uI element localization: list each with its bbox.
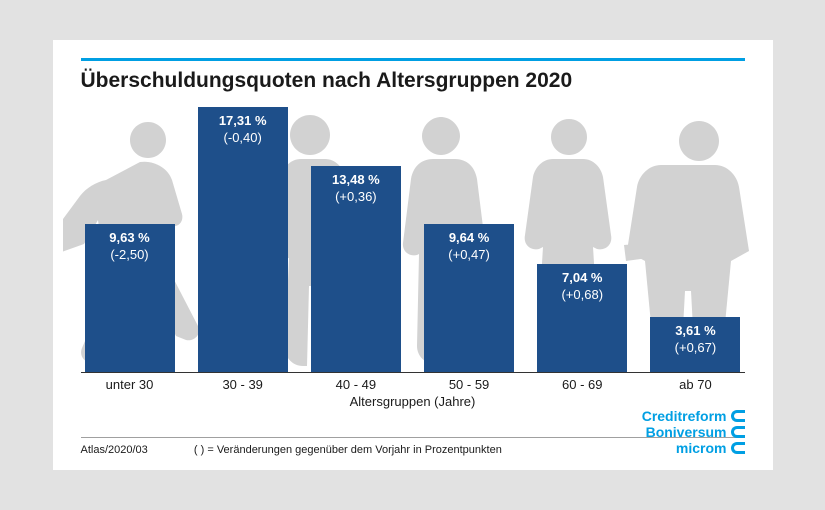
bar-group-0: 9,63 % (-2,50) (85, 224, 175, 372)
bar-1: 17,31 % (-0,40) (198, 107, 288, 372)
bar-label-5: 3,61 % (+0,67) (675, 323, 717, 357)
bar-delta-1: (-0,40) (219, 130, 267, 147)
bar-delta-0: (-2,50) (109, 247, 149, 264)
bar-group-3: 9,64 % (+0,47) (424, 224, 514, 372)
top-accent-line (81, 58, 745, 61)
source-text: Atlas/2020/03 (81, 444, 148, 456)
logo-c-icon (731, 426, 745, 438)
bar-label-4: 7,04 % (+0,68) (561, 270, 603, 304)
bar-group-4: 7,04 % (+0,68) (537, 264, 627, 372)
logo-c-icon (731, 410, 745, 422)
footer-note: Atlas/2020/03 ( ) = Veränderungen gegenü… (81, 444, 502, 456)
legend-text: ( ) = Veränderungen gegenüber dem Vorjah… (194, 444, 502, 456)
bar-group-2: 13,48 % (+0,36) (311, 166, 401, 372)
xlabel-0: unter 30 (85, 377, 175, 392)
chart-card: Überschuldungsquoten nach Altersgruppen … (53, 40, 773, 470)
bar-4: 7,04 % (+0,68) (537, 264, 627, 372)
bar-value-2: 13,48 % (332, 172, 380, 189)
bar-value-1: 17,31 % (219, 113, 267, 130)
logo-creditreform: Creditreform (642, 408, 727, 424)
bar-3: 9,64 % (+0,47) (424, 224, 514, 372)
bar-value-4: 7,04 % (561, 270, 603, 287)
bar-delta-4: (+0,68) (561, 287, 603, 304)
bar-delta-2: (+0,36) (332, 189, 380, 206)
footer: Creditreform Boniversum microm Atlas/202… (81, 437, 745, 456)
xlabel-4: 60 - 69 (537, 377, 627, 392)
xlabel-3: 50 - 59 (424, 377, 514, 392)
bar-value-5: 3,61 % (675, 323, 717, 340)
bar-delta-3: (+0,47) (448, 247, 490, 264)
bar-label-1: 17,31 % (-0,40) (219, 113, 267, 147)
bar-value-0: 9,63 % (109, 230, 149, 247)
bar-5: 3,61 % (+0,67) (650, 317, 740, 372)
xlabel-1: 30 - 39 (198, 377, 288, 392)
bar-label-0: 9,63 % (-2,50) (109, 230, 149, 264)
chart-title: Überschuldungsquoten nach Altersgruppen … (81, 69, 745, 93)
bar-label-3: 9,64 % (+0,47) (448, 230, 490, 264)
bar-label-2: 13,48 % (+0,36) (332, 172, 380, 206)
bar-0: 9,63 % (-2,50) (85, 224, 175, 372)
logo-boniversum: Boniversum (646, 424, 727, 440)
bar-group-5: 3,61 % (+0,67) (650, 317, 740, 372)
chart-area: 9,63 % (-2,50) 17,31 % (-0,40) 13,48 % (… (81, 107, 745, 372)
bar-2: 13,48 % (+0,36) (311, 166, 401, 372)
bar-delta-5: (+0,67) (675, 340, 717, 357)
xlabel-2: 40 - 49 (311, 377, 401, 392)
bar-group-1: 17,31 % (-0,40) (198, 107, 288, 372)
x-axis-labels: unter 30 30 - 39 40 - 49 50 - 59 60 - 69… (81, 373, 745, 392)
xlabel-5: ab 70 (650, 377, 740, 392)
bar-value-3: 9,64 % (448, 230, 490, 247)
